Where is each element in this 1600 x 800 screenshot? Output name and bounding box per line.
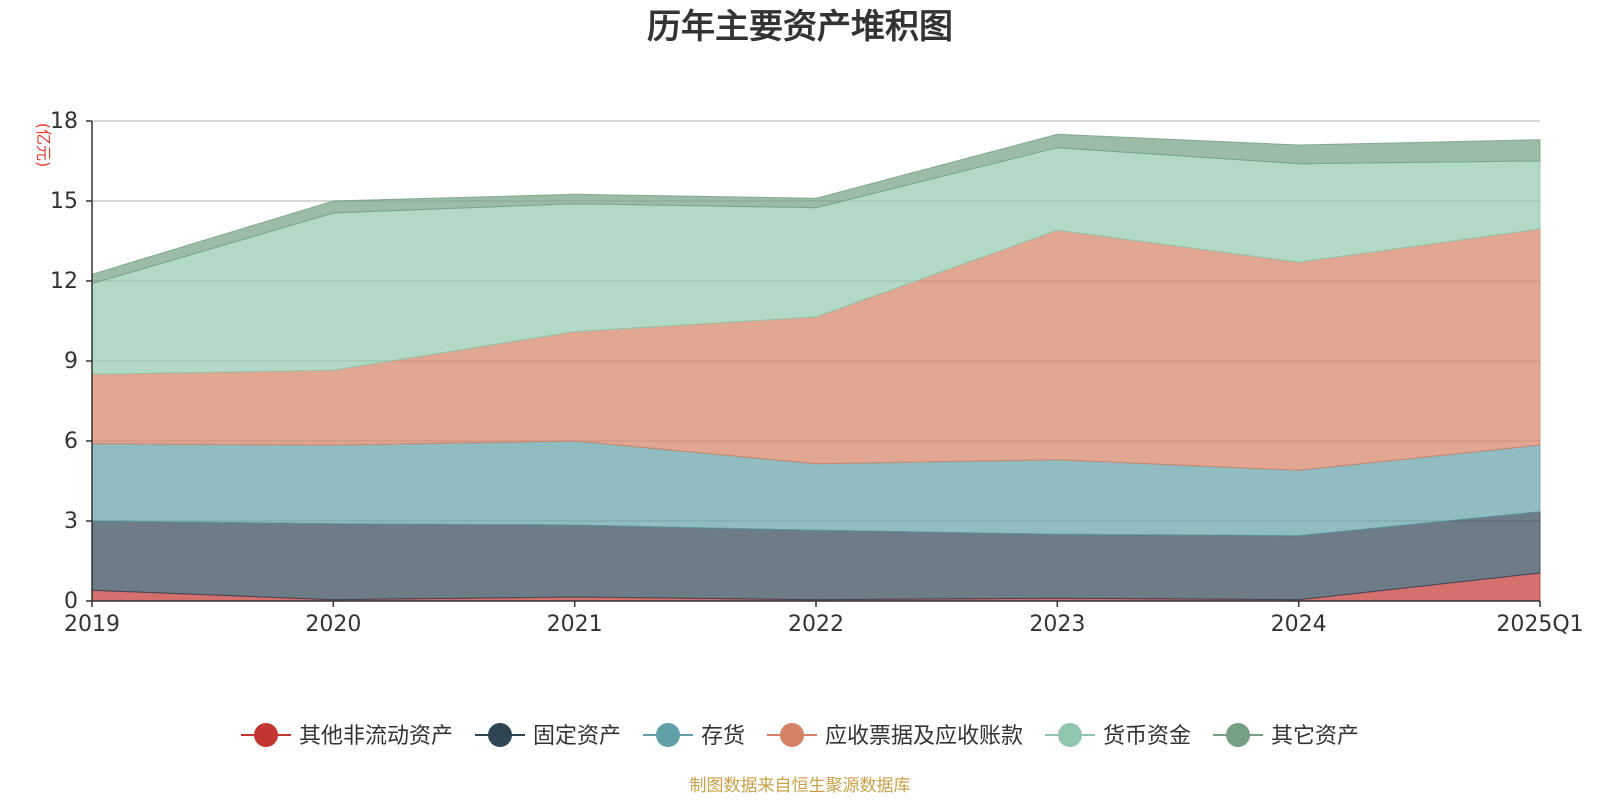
legend-label-5: 其它资产 (1271, 724, 1359, 749)
y-tick-label-1: 3 (64, 509, 78, 534)
y-tick-label-4: 12 (50, 269, 78, 294)
y-tick-label-5: 15 (50, 189, 78, 214)
y-tick-label-0: 0 (64, 589, 78, 614)
legend-marker-5 (1226, 723, 1251, 747)
legend-label-0: 其他非流动资产 (299, 724, 453, 749)
legend-label-2: 存货 (701, 724, 745, 749)
legend-item-4[interactable]: 货币资金 (1045, 723, 1191, 749)
y-axis-unit: (亿元) (34, 123, 53, 168)
legend-item-0[interactable]: 其他非流动资产 (240, 723, 453, 749)
legend-item-5[interactable]: 其它资产 (1213, 723, 1359, 749)
x-tick-label-6: 2025Q1 (1496, 612, 1583, 637)
x-tick-label-0: 2019 (64, 612, 120, 637)
legend-label-4: 货币资金 (1103, 724, 1191, 749)
source-note: 制图数据来自恒生聚源数据库 (690, 776, 911, 796)
area-5 (91, 133, 1541, 285)
x-tick-label-4: 2023 (1029, 612, 1085, 637)
x-tick-label-3: 2022 (788, 612, 844, 637)
x-tick-label-5: 2024 (1271, 612, 1327, 637)
legend-item-3[interactable]: 应收票据及应收账款 (766, 723, 1023, 749)
legend-marker-0 (253, 723, 278, 747)
legend-marker-3 (779, 723, 804, 747)
area-series (91, 133, 1541, 602)
legend-item-2[interactable]: 存货 (642, 723, 745, 749)
legend-marker-1 (487, 723, 512, 747)
legend-marker-4 (1058, 723, 1083, 747)
legend-label-3: 应收票据及应收账款 (825, 724, 1023, 749)
legend-label-1: 固定资产 (533, 724, 621, 749)
legend[interactable]: 其他非流动资产 固定资产 存货 应收票据及应收账款 货币资金 其它资产 (240, 723, 1359, 749)
x-tick-label-1: 2020 (305, 612, 361, 637)
y-tick-label-2: 6 (64, 429, 78, 454)
legend-marker-2 (655, 723, 680, 747)
x-tick-label-2: 2021 (547, 612, 603, 637)
legend-item-1[interactable]: 固定资产 (474, 723, 621, 749)
chart-title: 历年主要资产堆积图 (647, 7, 953, 47)
axes: 0 3 6 9 12 15 18 2019 2020 2021 2022 2023 2024 2025Q1 (50, 109, 1584, 637)
y-tick-label-3: 9 (64, 349, 78, 374)
y-tick-label-6: 18 (50, 109, 78, 134)
